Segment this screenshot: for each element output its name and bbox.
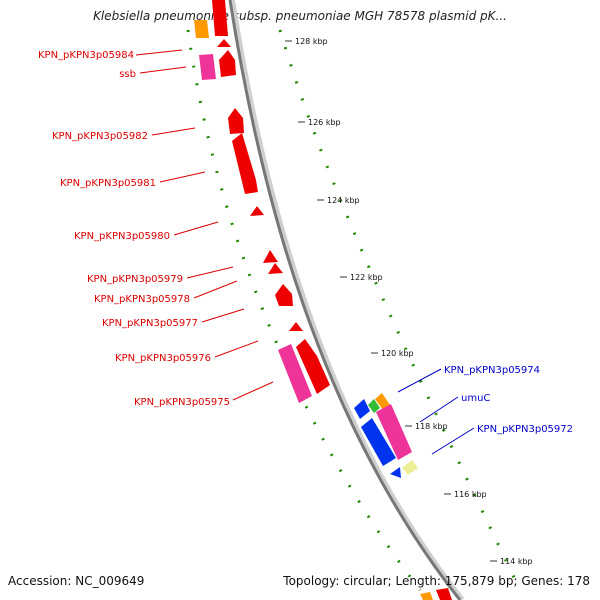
gene-kpn-pkpn3p05980	[250, 206, 264, 216]
leader-line	[186, 266, 234, 279]
map-title: Klebsiella pneumoniae subsp. pneumoniae …	[93, 9, 507, 23]
tick-label: 126 kbp	[308, 118, 341, 127]
tick-label: 116 kbp	[454, 490, 487, 499]
gene-kpn-pkpn3p05977	[275, 284, 293, 306]
backbone-arc-shadow	[229, 0, 465, 600]
tick-label: 114 kbp	[500, 557, 533, 566]
gene-label: ssb	[119, 69, 136, 80]
gene-kpn-pkpn3p05984	[217, 39, 231, 47]
leader-line	[193, 280, 238, 299]
gene-label: KPN_pKPN3p05976	[115, 353, 211, 364]
leader-line	[139, 66, 187, 74]
gene-label: KPN_pKPN3p05980	[74, 231, 170, 242]
gene-green-umuc-adj	[368, 399, 380, 413]
gene-kpn-pkpn3p05979	[263, 250, 278, 263]
leader-line	[135, 49, 183, 56]
leader-line	[151, 127, 196, 136]
tick-label: 118 kbp	[415, 422, 448, 431]
gene-label: umuC	[461, 393, 490, 404]
gene-label: KPN_pKPN3p05975	[134, 397, 230, 408]
gc-skew-inner-arc	[186, 29, 422, 591]
gene-kpn-pkpn3p05976	[289, 322, 303, 331]
leader-line	[159, 171, 206, 183]
tick-label: 122 kbp	[350, 273, 383, 282]
backbone-arc	[228, 0, 462, 600]
accession-text: Accession: NC_009649	[8, 574, 145, 588]
leader-line	[431, 427, 475, 455]
summary-text: Topology: circular; Length: 175,879 bp; …	[283, 574, 590, 588]
leader-line	[397, 368, 442, 393]
leader-line	[214, 340, 259, 358]
gene-label: KPN_pKPN3p05978	[94, 294, 190, 305]
gene-orange-bottom	[420, 592, 433, 600]
tick-label: 128 kbp	[295, 37, 328, 46]
gene-red-ssb-adj	[219, 50, 236, 77]
gene-kpn-pkpn3p05972	[390, 467, 401, 478]
gene-pale-yellow	[402, 460, 418, 475]
gene-label: KPN_pKPN3p05982	[52, 131, 148, 142]
tick-label: 120 kbp	[381, 349, 414, 358]
gene-label: KPN_pKPN3p05984	[38, 50, 134, 61]
leader-line	[232, 381, 274, 401]
gene-label: KPN_pKPN3p05972	[477, 424, 573, 435]
gene-label: KPN_pKPN3p05979	[87, 274, 183, 285]
gene-red-bottom	[436, 588, 452, 600]
gene-orange-umuc-adj	[375, 393, 390, 410]
gene-blue-reverse-large	[361, 418, 396, 466]
leader-line	[201, 308, 245, 323]
gene-orange-top	[194, 20, 209, 38]
gene-kpn-pkpn3p05978	[268, 263, 283, 274]
gene-label: KPN_pKPN3p05977	[102, 318, 198, 329]
gene-red-top	[212, 0, 228, 36]
leader-line	[419, 396, 459, 423]
gene-kpn-pkpn3p05974	[354, 399, 370, 419]
gene-ssb	[199, 54, 216, 80]
gene-red-forward-large	[296, 339, 330, 394]
gene-label: KPN_pKPN3p05981	[60, 178, 156, 189]
gene-kpn-pkpn3p05975	[278, 344, 312, 403]
gene-umuc	[376, 404, 412, 460]
leader-line	[173, 221, 219, 236]
gene-kpn-pkpn3p05982	[228, 108, 244, 134]
gene-kpn-pkpn3p05981	[232, 133, 258, 194]
gene-label: KPN_pKPN3p05974	[444, 365, 540, 376]
tick-label: 124 kbp	[327, 196, 360, 205]
